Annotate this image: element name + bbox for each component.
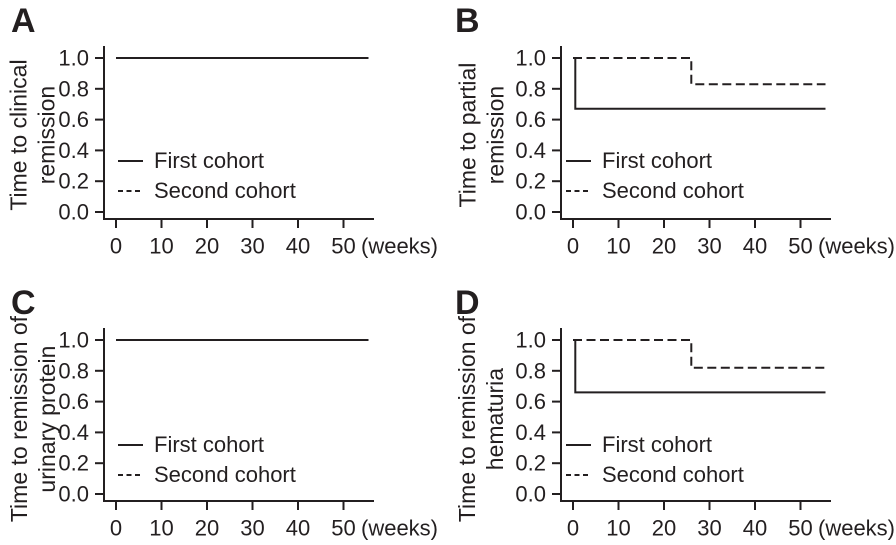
legend-label: Second cohort [602,178,744,203]
km-plot: 0.0 0.2 0.4 0.6 0.8 1.0 0 10 20 30 40 50 (weeks) [515,328,895,541]
legend-label: First cohort [602,148,713,173]
legend: First cohort Second cohort [565,146,744,206]
y-tick-label: 0.8 [515,358,546,383]
x-tick-label: 50 [331,234,355,259]
legend-item-second-cohort: Second cohort [117,176,296,206]
x-tick-label: 20 [652,234,676,259]
x-tick-label: 0 [567,516,579,541]
series-line-second-cohort [573,339,826,369]
x-tick-label: 50 [788,234,812,259]
x-tick-label: 40 [743,234,767,259]
legend-label: Second cohort [602,462,744,487]
x-tick-label: 30 [240,234,264,259]
legend-item-second-cohort: Second cohort [565,176,744,206]
x-axis-unit-label: (weeks) [361,516,438,541]
panel-letter: B [455,2,480,40]
solid-line-icon [566,444,591,446]
legend: First cohort Second cohort [117,430,296,490]
km-plot: 0.0 0.2 0.4 0.6 0.8 1.0 0 10 20 30 40 50 (weeks) [58,46,438,259]
x-tick-label: 30 [697,234,721,259]
panel-letter: C [11,284,36,322]
y-tick-label: 0.6 [515,107,546,132]
dashed-line-icon [118,190,143,192]
legend-item-first-cohort: First cohort [117,146,296,176]
x-axis-unit-label: (weeks) [818,516,895,541]
y-tick-label: 0.8 [515,76,546,101]
x-tick-label: 50 [331,516,355,541]
panel-a: A Time to clinical remission 0.0 0.2 0.4 0.… [0,0,448,272]
y-tick-label: 1.0 [58,46,89,71]
y-tick-label: 0.4 [515,138,546,163]
y-tick-label: 1.0 [58,328,89,353]
x-tick-label: 10 [149,516,173,541]
y-tick-label: 0.0 [58,200,89,225]
km-plot: 0.0 0.2 0.4 0.6 0.8 1.0 0 10 20 30 40 50 (weeks) [58,328,438,541]
series-line-first-cohort [573,57,826,110]
x-tick-label: 10 [606,234,630,259]
x-tick-label: 30 [240,516,264,541]
x-axis-unit-label: (weeks) [361,234,438,259]
km-plot: 0.0 0.2 0.4 0.6 0.8 1.0 0 10 20 30 40 50 (weeks) [515,46,895,259]
legend-label: First cohort [154,148,265,173]
legend-item-second-cohort: Second cohort [565,460,744,490]
y-tick-label: 0.4 [58,420,89,445]
y-tick-label: 1.0 [515,328,546,353]
legend: First cohort Second cohort [117,146,296,206]
solid-line-icon [566,160,591,162]
series-line-first-cohort [573,339,826,394]
legend-item-first-cohort: First cohort [565,146,744,176]
panel-c: C Time to remission of urinary protein 0… [0,272,448,545]
x-tick-label: 20 [195,516,219,541]
solid-line-icon [118,160,143,162]
legend-label: Second cohort [154,178,296,203]
legend-item-second-cohort: Second cohort [117,460,296,490]
y-tick-label: 0.4 [58,138,89,163]
solid-line-icon [118,444,143,446]
x-tick-label: 10 [149,234,173,259]
dashed-line-icon [566,474,591,476]
y-tick-label: 0.0 [515,200,546,225]
x-tick-label: 20 [652,516,676,541]
panel-letter: D [455,284,480,322]
legend-label: First cohort [154,432,265,457]
series-line-second-cohort [573,57,826,86]
y-tick-label: 0.6 [58,107,89,132]
y-tick-label: 0.6 [58,389,89,414]
y-tick-label: 0.4 [515,420,546,445]
y-tick-label: 0.2 [58,169,89,194]
y-tick-label: 0.8 [58,76,89,101]
x-tick-label: 40 [286,516,310,541]
y-tick-label: 1.0 [515,46,546,71]
legend: First cohort Second cohort [565,430,744,490]
y-tick-label: 0.0 [515,482,546,507]
x-tick-label: 10 [606,516,630,541]
y-tick-label: 0.8 [58,358,89,383]
x-axis-unit-label: (weeks) [818,234,895,259]
x-tick-label: 0 [110,234,122,259]
panel-d: D Time to remission of hematuria 0.0 0.2 0… [448,272,896,545]
legend-label: Second cohort [154,462,296,487]
dashed-line-icon [566,190,591,192]
legend-label: First cohort [602,432,713,457]
y-tick-label: 0.0 [58,482,89,507]
dashed-line-icon [118,474,143,476]
legend-item-first-cohort: First cohort [117,430,296,460]
x-tick-label: 20 [195,234,219,259]
x-tick-label: 40 [286,234,310,259]
legend-item-first-cohort: First cohort [565,430,744,460]
panel-b: B Time to partial remission 0.0 0.2 0.4 0.6… [448,0,896,272]
x-tick-label: 0 [110,516,122,541]
x-tick-label: 50 [788,516,812,541]
y-tick-label: 0.2 [515,169,546,194]
y-tick-label: 0.6 [515,389,546,414]
x-tick-label: 0 [567,234,579,259]
x-tick-label: 40 [743,516,767,541]
panel-letter: A [11,2,36,40]
y-tick-label: 0.2 [515,451,546,476]
x-tick-label: 30 [697,516,721,541]
y-tick-label: 0.2 [58,451,89,476]
